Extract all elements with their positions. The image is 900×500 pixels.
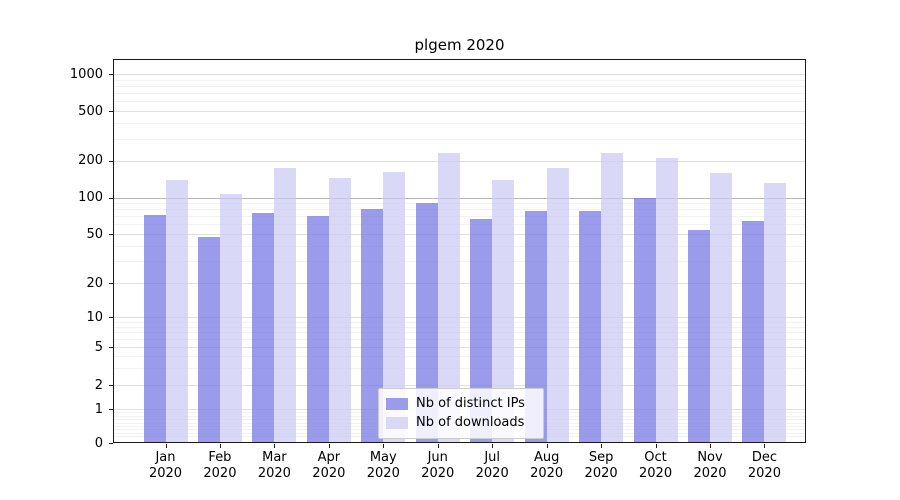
x-tick-label: Jul 2020 — [475, 450, 509, 481]
legend-swatch — [386, 397, 408, 410]
legend-row: Nb of downloads — [386, 413, 536, 432]
bar-sep-distinct-ips — [579, 211, 602, 443]
x-tick-label: Nov 2020 — [693, 450, 727, 481]
bar-oct-distinct-ips — [633, 197, 656, 443]
y-tick-label: 5 — [94, 339, 103, 355]
y-axis-tick — [109, 161, 113, 162]
y-tick-label: 10 — [86, 309, 103, 325]
x-axis-tick — [165, 444, 167, 448]
x-axis-tick — [437, 444, 439, 448]
plot-area — [113, 59, 806, 443]
minor-gridline — [113, 138, 806, 140]
legend-row: Nb of distinct IPs — [386, 394, 536, 413]
legend-swatch — [386, 416, 408, 429]
minor-gridline — [113, 101, 806, 103]
y-tick-label: 1 — [94, 401, 103, 417]
bar-feb-downloads — [219, 194, 242, 443]
y-tick-label: 20 — [86, 275, 103, 291]
minor-gridline — [113, 123, 806, 125]
y-axis-tick — [109, 198, 113, 199]
x-tick-label: Sep 2020 — [584, 450, 618, 481]
bar-mar-distinct-ips — [252, 212, 275, 443]
bar-jun-downloads — [437, 152, 460, 443]
y-tick-label: 500 — [78, 103, 103, 119]
bar-jan-distinct-ips — [143, 214, 166, 443]
x-axis-tick — [219, 444, 221, 448]
x-tick-label: Aug 2020 — [530, 450, 564, 481]
chart-title: plgem 2020 — [414, 36, 505, 54]
bar-nov-distinct-ips — [688, 229, 710, 443]
bar-sep-downloads — [601, 153, 624, 443]
x-tick-label: Jan 2020 — [148, 450, 183, 481]
minor-gridline — [113, 79, 806, 81]
minor-gridline — [113, 85, 806, 87]
y-tick-label: 200 — [78, 153, 103, 168]
bar-aug-downloads — [546, 167, 569, 443]
bar-aug-distinct-ips — [524, 210, 547, 443]
y-tick-label: 0 — [94, 435, 103, 451]
y-axis-tick — [109, 74, 113, 75]
x-axis-tick — [383, 444, 385, 448]
y-axis-tick — [109, 111, 113, 112]
x-axis-tick — [710, 444, 711, 448]
bar-jul-distinct-ips — [470, 219, 493, 443]
x-tick-label: Feb 2020 — [203, 450, 237, 481]
y-tick-label: 2 — [94, 377, 103, 393]
x-tick-label: May 2020 — [366, 450, 400, 481]
bar-nov-downloads — [710, 173, 732, 443]
bar-jan-downloads — [165, 179, 188, 443]
x-tick-label: Dec 2020 — [747, 450, 781, 481]
y-tick-label: 1000 — [69, 66, 103, 82]
legend-label: Nb of distinct IPs — [416, 396, 525, 411]
y-tick-label: 100 — [78, 190, 103, 205]
x-tick-label: Jun 2020 — [421, 450, 455, 481]
bar-apr-downloads — [328, 177, 351, 443]
x-tick-label: Mar 2020 — [257, 450, 291, 481]
bar-feb-distinct-ips — [197, 237, 220, 443]
legend: Nb of distinct IPs Nb of downloads — [378, 388, 544, 439]
legend-label: Nb of downloads — [416, 415, 525, 430]
y-axis-tick — [109, 283, 113, 284]
bar-dec-downloads — [764, 183, 787, 443]
bar-may-distinct-ips — [361, 208, 384, 443]
x-axis-tick — [546, 444, 548, 448]
y-tick-label: 50 — [86, 226, 103, 242]
y-axis-tick — [109, 409, 113, 410]
bar-dec-distinct-ips — [742, 221, 765, 443]
bar-jul-downloads — [492, 179, 515, 443]
bar-may-downloads — [383, 172, 406, 443]
y-axis-tick — [109, 385, 113, 386]
bar-oct-downloads — [655, 157, 678, 443]
x-tick-label: Apr 2020 — [312, 450, 346, 481]
x-axis-tick — [764, 444, 766, 448]
x-tick-label: Oct 2020 — [639, 450, 673, 481]
x-axis-tick — [492, 444, 494, 448]
x-axis-tick — [655, 444, 657, 448]
major-gridline — [113, 74, 806, 75]
y-axis-tick — [109, 234, 113, 235]
y-axis-tick — [109, 317, 113, 318]
x-axis-tick — [274, 444, 276, 448]
bar-jun-distinct-ips — [415, 203, 438, 443]
y-axis-tick — [109, 443, 113, 444]
major-gridline — [113, 111, 806, 112]
x-axis-tick — [601, 444, 603, 448]
x-axis-tick — [328, 444, 330, 448]
minor-gridline — [113, 93, 806, 95]
bar-mar-downloads — [274, 167, 297, 443]
y-axis-tick — [109, 347, 113, 348]
bar-apr-distinct-ips — [306, 216, 329, 443]
